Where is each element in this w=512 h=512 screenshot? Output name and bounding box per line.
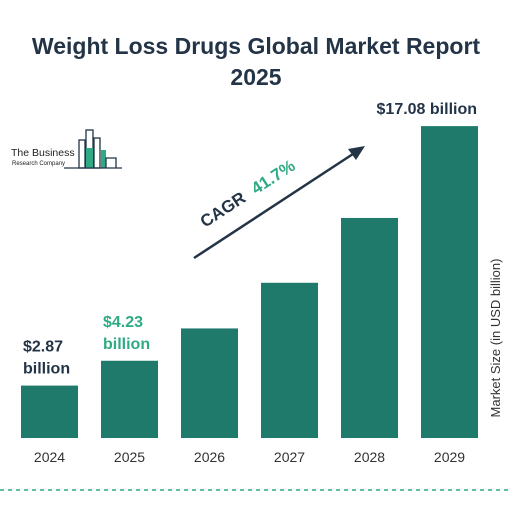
value-label-2024-line-2: billion [23, 361, 70, 378]
cagr-label: CAGR 41.7% [197, 156, 299, 231]
bars-group [21, 126, 478, 439]
chart-title-line-2: 2025 [230, 64, 281, 90]
value-labels: $2.87 billion $4.23 billion $17.08 billion [23, 101, 477, 377]
bar-2024 [21, 385, 78, 438]
x-tick-label-2024: 2024 [34, 449, 65, 465]
x-tick-label-2028: 2028 [354, 449, 385, 465]
bar-2026 [181, 328, 238, 438]
bar-2028 [341, 217, 398, 438]
x-tick-label-2025: 2025 [114, 449, 145, 465]
cagr-annotation: CAGR 41.7% [193, 146, 365, 260]
value-label-2029-line-1: $17.08 billion [377, 101, 477, 118]
y-axis-title: Market Size (in USD billion) [488, 259, 503, 418]
cagr-arrow-line [193, 150, 357, 260]
x-tick-label-2027: 2027 [274, 449, 305, 465]
value-label-2025-line-1: $4.23 [103, 314, 143, 331]
chart-title-line-1: Weight Loss Drugs Global Market Report [32, 33, 480, 59]
bar-2029 [421, 126, 478, 439]
logo-bars-icon [64, 129, 122, 169]
value-label-2024-line-1: $2.87 [23, 339, 63, 356]
logo-text-line-2: Research Company [12, 161, 65, 167]
x-tick-label-2026: 2026 [194, 449, 225, 465]
cagr-prefix: CAGR [197, 188, 249, 231]
company-logo: The Business Research Company [11, 129, 122, 169]
x-tick-labels: 2024 2025 2026 2027 2028 2029 [34, 449, 465, 465]
logo-text-line-1: The Business [11, 147, 75, 159]
value-label-2025-line-2: billion [103, 336, 150, 353]
bar-2025 [101, 360, 158, 438]
cagr-arrowhead-icon [348, 146, 365, 160]
bar-2027 [261, 282, 318, 438]
x-tick-label-2029: 2029 [434, 449, 465, 465]
cagr-value: 41.7% [248, 156, 299, 198]
